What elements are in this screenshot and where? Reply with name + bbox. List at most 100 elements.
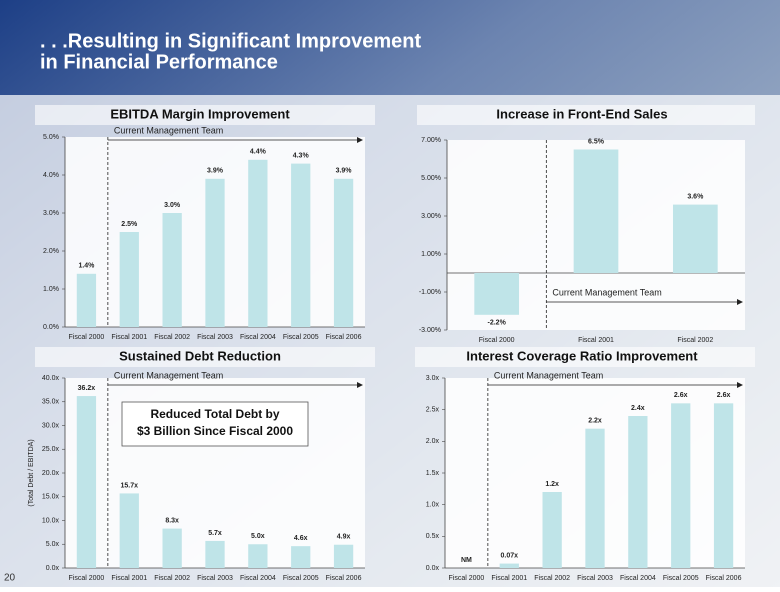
- y-tick-label: 40.0x: [42, 375, 60, 382]
- x-tick-label: Fiscal 2002: [154, 575, 190, 582]
- y-tick-label: -3.00%: [419, 327, 441, 334]
- value-label: 3.6%: [687, 193, 704, 200]
- x-tick-label: Fiscal 2000: [69, 575, 105, 582]
- bar: [162, 528, 182, 568]
- value-label: 4.9x: [337, 534, 351, 541]
- bar: [119, 493, 139, 568]
- y-tick-label: 7.00%: [421, 137, 441, 144]
- y-tick-label: 5.0%: [43, 134, 59, 141]
- value-label: 2.5%: [121, 221, 138, 228]
- bar: [76, 396, 97, 568]
- bar: [499, 563, 519, 568]
- x-tick-label: Fiscal 2003: [197, 575, 233, 582]
- x-tick-label: Fiscal 2001: [111, 334, 147, 341]
- callout-text: Reduced Total Debt by: [150, 407, 279, 421]
- x-tick-label: Fiscal 2004: [620, 575, 656, 582]
- value-label: 1.4%: [78, 263, 95, 270]
- y-tick-label: 3.0x: [426, 375, 440, 382]
- x-tick-label: Fiscal 2006: [326, 334, 362, 341]
- annotation: Current Management Team: [494, 370, 603, 380]
- bar: [248, 544, 268, 568]
- value-label: 4.4%: [250, 149, 267, 156]
- value-label: 6.5%: [588, 138, 605, 145]
- annotation: Current Management Team: [114, 370, 223, 380]
- y-tick-label: 1.5x: [426, 470, 440, 477]
- x-tick-label: Fiscal 2003: [577, 575, 613, 582]
- x-tick-label: Fiscal 2006: [326, 575, 362, 582]
- arrowhead: [737, 382, 743, 388]
- y-tick-label: 1.00%: [421, 251, 441, 258]
- x-tick-label: Fiscal 2002: [677, 337, 713, 344]
- x-tick-label: Fiscal 2003: [197, 334, 233, 341]
- y-tick-label: 0.0x: [46, 565, 60, 572]
- x-tick-label: Fiscal 2001: [578, 337, 614, 344]
- chart-title: Increase in Front-End Sales: [496, 106, 667, 121]
- arrowhead: [737, 299, 743, 305]
- bar: [76, 273, 97, 327]
- x-tick-label: Fiscal 2005: [283, 334, 319, 341]
- y-tick-label: 2.5x: [426, 407, 440, 414]
- x-tick-label: Fiscal 2002: [534, 575, 570, 582]
- callout-text: $3 Billion Since Fiscal 2000: [137, 424, 293, 438]
- y-tick-label: 25.0x: [42, 446, 60, 453]
- x-tick-label: Fiscal 2006: [706, 575, 742, 582]
- y-tick-label: 2.0%: [43, 248, 59, 255]
- value-label: 3.9%: [207, 168, 224, 175]
- chart-title: Sustained Debt Reduction: [119, 348, 281, 363]
- x-tick-label: Fiscal 2005: [663, 575, 699, 582]
- y-tick-label: 0.5x: [426, 533, 440, 540]
- bar: [542, 492, 562, 568]
- x-tick-label: Fiscal 2004: [240, 334, 276, 341]
- y-tick-label: 1.0%: [43, 286, 59, 293]
- bar: [205, 540, 225, 568]
- bar: [585, 428, 605, 568]
- bar: [162, 213, 182, 327]
- value-label: 15.7x: [121, 482, 139, 489]
- value-label: NM: [461, 557, 472, 564]
- bar: [333, 544, 354, 568]
- bar: [333, 178, 354, 327]
- value-label: 4.6x: [294, 535, 308, 542]
- slide-title: in Financial Performance: [40, 51, 278, 73]
- arrowhead: [357, 137, 363, 143]
- bar: [628, 416, 648, 568]
- chart-title: Interest Coverage Ratio Improvement: [466, 348, 698, 363]
- bar: [671, 403, 691, 568]
- y-tick-label: 4.0%: [43, 172, 59, 179]
- x-tick-label: Fiscal 2005: [283, 575, 319, 582]
- slide-title: . . .Resulting in Significant Improvemen…: [40, 30, 421, 52]
- x-tick-label: Fiscal 2001: [111, 575, 147, 582]
- value-label: 4.3%: [293, 152, 310, 159]
- value-label: 5.0x: [251, 533, 265, 540]
- y-tick-label: 35.0x: [42, 399, 60, 406]
- chart-title-band: [415, 347, 755, 367]
- value-label: 2.6x: [717, 392, 731, 399]
- y-tick-label: 1.0x: [426, 502, 440, 509]
- value-label: 5.7x: [208, 530, 222, 537]
- y-tick-label: 10.0x: [42, 517, 60, 524]
- value-label: 2.6x: [674, 392, 688, 399]
- bar: [713, 403, 734, 568]
- x-tick-label: Fiscal 2000: [449, 575, 485, 582]
- x-tick-label: Fiscal 2000: [479, 337, 515, 344]
- annotation: Current Management Team: [552, 287, 661, 297]
- callout-box: [121, 401, 309, 447]
- x-tick-label: Fiscal 2000: [69, 334, 105, 341]
- bar: [291, 163, 311, 327]
- y-tick-label: -1.00%: [419, 289, 441, 296]
- bar: [672, 204, 718, 273]
- arrowhead: [357, 382, 363, 388]
- x-tick-label: Fiscal 2001: [491, 575, 527, 582]
- page-number: 20: [4, 573, 16, 584]
- value-label: 3.9%: [336, 168, 353, 175]
- bar: [474, 273, 520, 315]
- y-tick-label: 30.0x: [42, 422, 60, 429]
- y-axis-label: (Total Debt / EBITDA): [28, 439, 35, 506]
- y-tick-label: 0.0x: [426, 565, 440, 572]
- value-label: 3.0%: [164, 202, 181, 209]
- bar: [248, 159, 268, 327]
- x-tick-label: Fiscal 2002: [154, 334, 190, 341]
- value-label: 2.4x: [631, 405, 645, 412]
- value-label: 0.07x: [501, 552, 519, 559]
- bar: [205, 178, 225, 327]
